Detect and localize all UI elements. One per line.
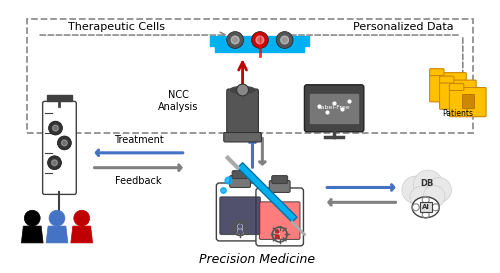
FancyBboxPatch shape: [224, 132, 262, 142]
Circle shape: [48, 121, 62, 135]
Polygon shape: [22, 226, 43, 243]
Bar: [310, 94, 358, 123]
Polygon shape: [274, 234, 280, 239]
Bar: [210, 35, 310, 46]
FancyBboxPatch shape: [304, 85, 364, 132]
Circle shape: [231, 36, 239, 44]
FancyBboxPatch shape: [232, 171, 248, 179]
Bar: [442, 80, 454, 93]
FancyBboxPatch shape: [430, 69, 444, 76]
Circle shape: [49, 210, 65, 226]
Text: AI: AI: [422, 204, 430, 210]
Circle shape: [274, 229, 280, 234]
Circle shape: [62, 140, 68, 146]
Bar: [420, 202, 432, 212]
Circle shape: [280, 36, 288, 44]
Circle shape: [48, 156, 62, 170]
FancyBboxPatch shape: [430, 73, 467, 102]
Circle shape: [414, 170, 443, 200]
FancyBboxPatch shape: [450, 84, 464, 90]
FancyBboxPatch shape: [260, 202, 300, 239]
FancyBboxPatch shape: [42, 101, 76, 194]
Text: Treatment: Treatment: [114, 135, 164, 146]
Text: Feedback: Feedback: [116, 176, 162, 186]
Text: Precision Medicine: Precision Medicine: [200, 253, 316, 266]
FancyBboxPatch shape: [226, 89, 258, 138]
Text: Therapeutic Cells: Therapeutic Cells: [68, 22, 165, 32]
Text: DB: DB: [420, 179, 434, 188]
Circle shape: [226, 32, 244, 48]
Circle shape: [74, 210, 90, 226]
Bar: [216, 45, 304, 52]
FancyBboxPatch shape: [440, 76, 454, 83]
Polygon shape: [71, 226, 92, 243]
Circle shape: [276, 32, 293, 48]
Circle shape: [423, 185, 445, 207]
Ellipse shape: [412, 197, 440, 218]
Circle shape: [24, 210, 40, 226]
Polygon shape: [46, 226, 68, 243]
Text: Patients: Patients: [442, 109, 474, 118]
FancyBboxPatch shape: [440, 80, 476, 109]
Circle shape: [52, 160, 58, 166]
Bar: [462, 94, 473, 108]
Circle shape: [252, 32, 268, 48]
FancyBboxPatch shape: [216, 183, 264, 241]
Text: NCC
Analysis: NCC Analysis: [158, 90, 198, 112]
Circle shape: [256, 36, 264, 44]
FancyBboxPatch shape: [220, 197, 260, 235]
Polygon shape: [236, 229, 244, 235]
Circle shape: [52, 125, 59, 131]
FancyBboxPatch shape: [272, 176, 287, 183]
Polygon shape: [238, 163, 297, 222]
Circle shape: [58, 136, 71, 150]
Circle shape: [402, 176, 429, 204]
Circle shape: [426, 177, 452, 202]
FancyBboxPatch shape: [256, 188, 304, 246]
Circle shape: [410, 186, 432, 208]
Bar: [47, 95, 72, 101]
FancyBboxPatch shape: [450, 88, 486, 117]
Circle shape: [238, 224, 243, 229]
FancyBboxPatch shape: [230, 176, 250, 188]
Ellipse shape: [230, 87, 255, 93]
Text: Personalized Data: Personalized Data: [353, 22, 454, 32]
FancyBboxPatch shape: [270, 180, 290, 192]
Text: Label-Free: Label-Free: [318, 105, 350, 110]
Bar: [452, 87, 464, 101]
Circle shape: [236, 84, 248, 96]
